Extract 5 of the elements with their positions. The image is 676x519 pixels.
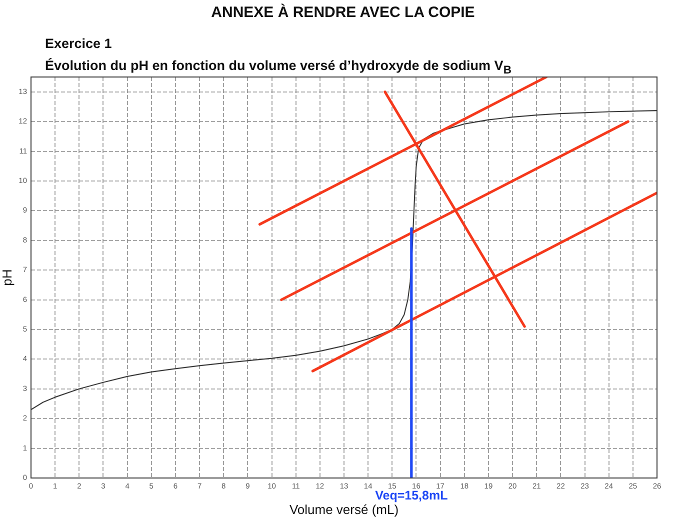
annotation: Veq=15,8mL: [375, 488, 448, 503]
chart-subtitle: Exercice 1 Évolution du pH en fonction du volume versé d’hydroxyde de sodium V$_{B}$: [45, 36, 512, 77]
chart-title: ANNEXE À RENDRE AVEC LA COPIE: [210, 4, 476, 21]
y-axis-title: pH: [0, 269, 14, 286]
x-axis-title: Volume versé (mL): [289, 502, 399, 517]
